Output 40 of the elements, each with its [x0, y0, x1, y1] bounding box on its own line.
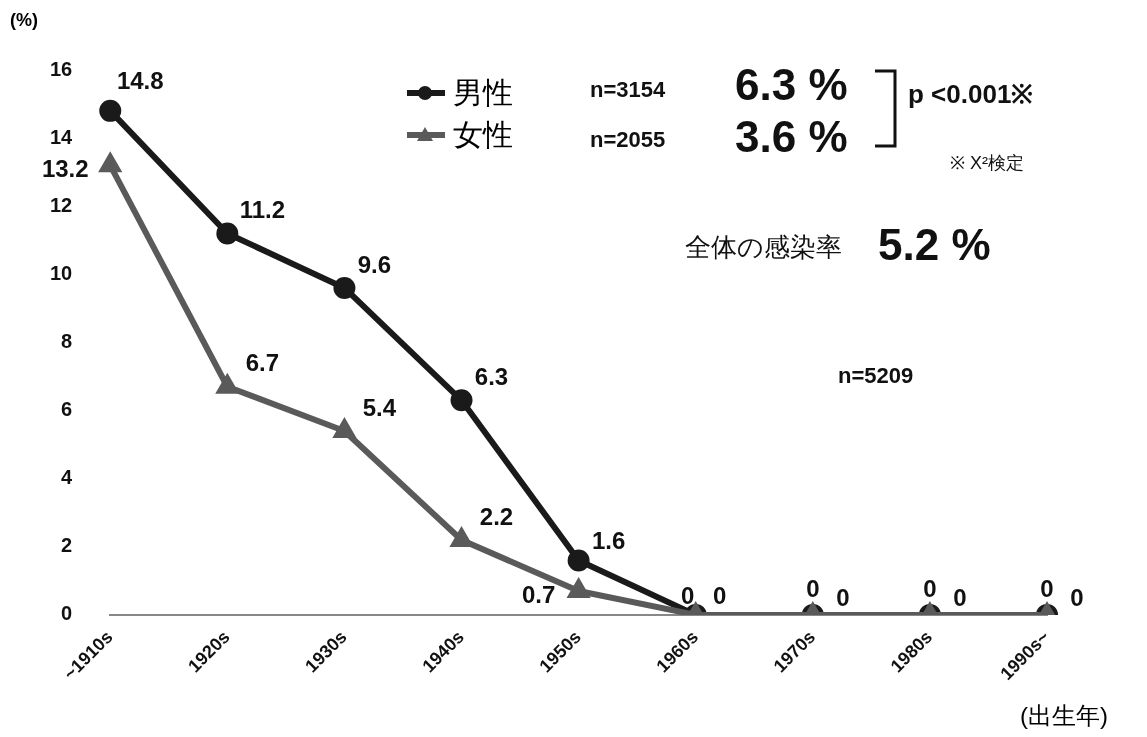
- data-label: 0: [713, 581, 727, 609]
- annotation: 3.6 %: [735, 112, 848, 162]
- annotation: 6.3 %: [735, 60, 848, 110]
- data-label: 0: [1070, 583, 1084, 611]
- legend-label: 男性: [453, 74, 513, 111]
- y-tick-label: 14: [50, 125, 74, 148]
- y-tick-label: 2: [61, 534, 73, 557]
- data-label: 11.2: [239, 196, 286, 224]
- annotation: n=3154: [590, 77, 666, 103]
- data-label: 6.3: [474, 362, 509, 390]
- data-label: 9.6: [357, 250, 392, 278]
- data-label: 14.8: [116, 67, 164, 95]
- y-tick-label: 6: [61, 398, 73, 421]
- data-label: 13.2: [41, 154, 89, 182]
- y-axis-title: (%): [10, 10, 38, 31]
- y-tick-label: 16: [50, 57, 73, 80]
- y-tick-label: 8: [61, 329, 73, 352]
- y-tick-label: 12: [50, 193, 73, 216]
- y-tick-label: 10: [50, 261, 73, 284]
- data-label: 0: [836, 583, 850, 611]
- y-tick-label: 0: [61, 602, 73, 625]
- y-tick-label: 4: [61, 466, 74, 489]
- data-label: 0.7: [521, 580, 556, 608]
- x-axis-title: (出生年): [1020, 701, 1108, 731]
- data-label: 0: [806, 574, 820, 602]
- annotation: 5.2 %: [878, 220, 991, 270]
- data-label: 0: [923, 574, 937, 602]
- annotation: n=2055: [590, 127, 666, 153]
- data-label: 2.2: [479, 502, 514, 530]
- data-label: 0: [953, 583, 967, 611]
- data-label: 1.6: [591, 527, 626, 555]
- annotation: n=5209: [838, 363, 914, 389]
- annotation: ※ X²検定: [950, 152, 1025, 175]
- legend-label: 女性: [453, 116, 513, 153]
- data-label: 6.7: [245, 349, 280, 377]
- data-label: 5.4: [362, 393, 397, 421]
- annotation: 全体の感染率: [685, 231, 842, 264]
- data-label: 0: [681, 581, 695, 609]
- data-label: 0: [1040, 574, 1054, 602]
- annotation: p <0.001※: [908, 78, 1034, 111]
